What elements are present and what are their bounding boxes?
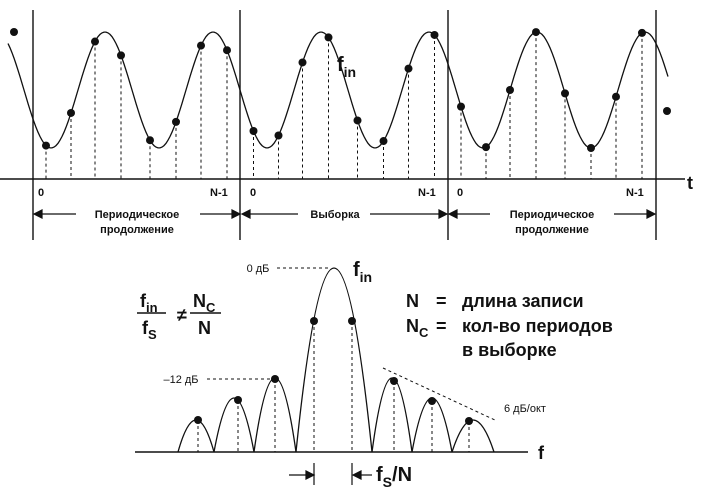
bin-width-marker (289, 463, 372, 485)
rolloff-label: 6 дБ/окт (504, 403, 546, 415)
legend-text: кол-во периодов (462, 316, 613, 336)
peak-label: fin (353, 259, 372, 285)
sample-point (612, 92, 620, 101)
frequency-axis-label: f (538, 443, 545, 463)
legend-symbol: N (406, 291, 419, 311)
index-end-label: N-1 (626, 187, 644, 199)
sample-point (42, 141, 50, 150)
legend-text: в выборке (462, 340, 557, 360)
sample-point (117, 51, 125, 60)
spectral-lobe (451, 419, 495, 453)
sample-point (223, 46, 231, 55)
sample-point (249, 127, 258, 136)
sample-point (430, 30, 439, 39)
sample-point (67, 108, 75, 117)
sample-point (197, 41, 205, 50)
input-sine-wave (7, 31, 669, 149)
section-label: продолжение (515, 224, 589, 236)
legend: N = длина записи NC = кол-во периодов в … (406, 291, 613, 360)
spectral-lobes (177, 267, 495, 453)
eq-operator: ≠ (177, 305, 187, 325)
spectrum-panel: f 0 дБ –12 дБ 6 дБ/окт fin fS/N fin (135, 259, 613, 490)
sample-points (10, 28, 671, 179)
sample-point (10, 28, 18, 36)
index-start-label: 0 (38, 187, 44, 199)
legend-text: длина записи (462, 291, 584, 311)
spectral-lobe (177, 419, 215, 453)
section-label: Периодическое (510, 209, 595, 221)
sample-point (506, 86, 514, 94)
section-label: Выборка (310, 209, 360, 221)
sample-point (324, 33, 333, 42)
bin-width-label: fS/N (376, 464, 412, 490)
spectral-lobe (213, 397, 255, 453)
sample-point (379, 137, 388, 146)
index-start-label: 0 (250, 187, 256, 199)
sample-point (298, 58, 307, 67)
equation: fin fS ≠ NC N (137, 291, 221, 342)
spectral-point (194, 416, 202, 424)
rolloff-line (382, 367, 498, 422)
index-end-label: N-1 (210, 187, 228, 199)
signal-label: fin (337, 54, 356, 80)
legend-equals: = (436, 291, 447, 311)
sample-point (353, 116, 362, 125)
spectral-point (465, 417, 473, 425)
legend-equals: = (436, 316, 447, 336)
zero-db-label: 0 дБ (247, 263, 270, 275)
legend-symbol: NC (406, 316, 429, 340)
sample-point (532, 28, 540, 37)
sample-point (404, 64, 413, 73)
spectral-point (390, 377, 398, 385)
sample-point (457, 102, 465, 111)
eq-lhs-numerator: fin (140, 291, 158, 315)
sample-point (561, 89, 569, 98)
spectral-lobe (371, 377, 413, 453)
time-domain-panel: t 0 N-1 0 N-1 0 N-1 fin Периодическое пр… (0, 10, 693, 240)
spectral-point (271, 375, 279, 383)
spectral-samples (194, 317, 473, 452)
sample-point (146, 136, 154, 145)
sidelobe-db-label: –12 дБ (163, 374, 198, 386)
sample-point (482, 143, 490, 152)
section-label: Периодическое (95, 209, 180, 221)
section-arrows (32, 209, 657, 219)
spectral-point (348, 317, 356, 325)
sample-point (172, 117, 180, 126)
eq-rhs-numerator: NC (193, 291, 216, 315)
eq-rhs-denominator: N (198, 318, 211, 338)
sample-point (663, 107, 671, 115)
sample-point (274, 131, 283, 140)
sample-point (587, 144, 595, 152)
spectral-point (310, 317, 318, 325)
section-label: продолжение (100, 224, 174, 236)
spectral-point (234, 396, 242, 404)
spectral-lobe (295, 267, 373, 453)
time-axis-label: t (687, 173, 693, 193)
sample-point (91, 37, 99, 46)
index-start-label: 0 (457, 187, 463, 199)
index-end-label: N-1 (418, 187, 436, 199)
eq-lhs-denominator: fS (142, 318, 157, 342)
spectral-point (428, 397, 436, 405)
sample-point (638, 28, 646, 37)
